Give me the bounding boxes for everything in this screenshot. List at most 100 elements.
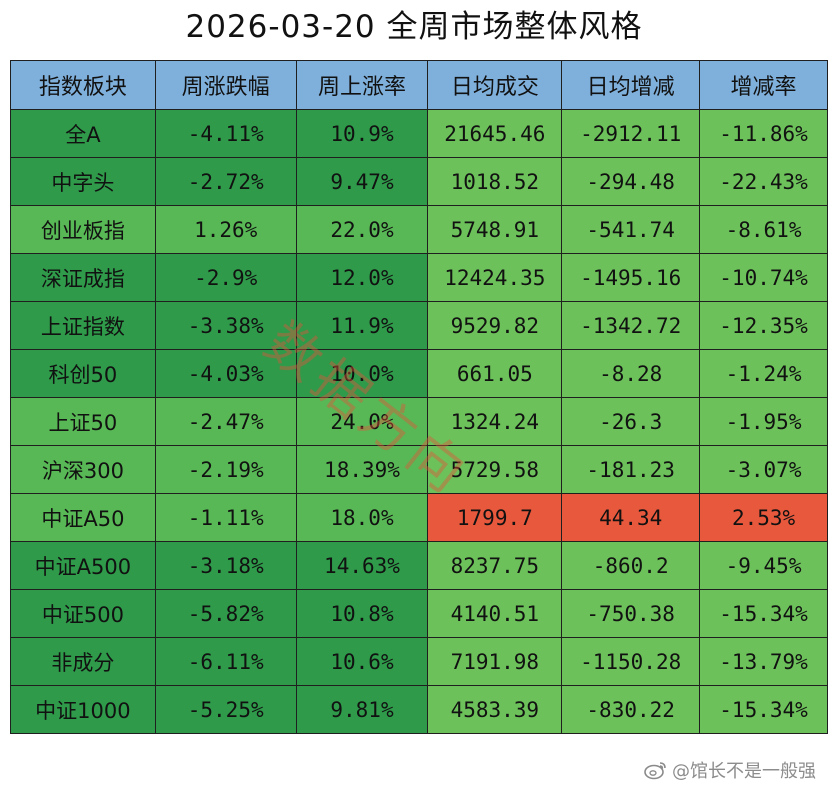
- cell-weekly-change: 1.26%: [154, 205, 297, 254]
- cell-avg-change: -1342.72: [561, 301, 701, 350]
- cell-index-name: 中证1000: [10, 685, 156, 734]
- cell-change-rate: -8.61%: [699, 205, 828, 254]
- cell-weekly-up-rate: 14.63%: [295, 541, 429, 590]
- cell-change-rate: -1.24%: [699, 349, 828, 398]
- column-header-avg-change: 日均增减: [561, 60, 701, 110]
- cell-weekly-up-rate: 10.6%: [295, 637, 429, 686]
- cell-avg-volume: 1799.7: [427, 493, 563, 542]
- cell-weekly-change: -1.11%: [154, 493, 297, 542]
- cell-weekly-change: -5.82%: [154, 589, 297, 638]
- cell-weekly-change: -4.11%: [154, 109, 297, 158]
- cell-avg-change: -1495.16: [561, 253, 701, 302]
- cell-change-rate: -13.79%: [699, 637, 828, 686]
- table-row: 中证500 -5.82% 10.8% 4140.51 -750.38 -15.34%: [10, 589, 828, 638]
- cell-weekly-change: -3.38%: [154, 301, 297, 350]
- cell-change-rate: -1.95%: [699, 397, 828, 446]
- cell-weekly-up-rate: 18.0%: [295, 493, 429, 542]
- table-row: 创业板指 1.26% 22.0% 5748.91 -541.74 -8.61%: [10, 205, 828, 254]
- cell-avg-change: -860.2: [561, 541, 701, 590]
- table-row: 全A -4.11% 10.9% 21645.46 -2912.11 -11.86%: [10, 109, 828, 158]
- column-header-weekly-change: 周涨跌幅: [154, 60, 297, 110]
- cell-avg-change: -1150.28: [561, 637, 701, 686]
- cell-avg-volume: 5748.91: [427, 205, 563, 254]
- table-row: 深证成指 -2.9% 12.0% 12424.35 -1495.16 -10.74%: [10, 253, 828, 302]
- cell-avg-change: -8.28: [561, 349, 701, 398]
- cell-avg-volume: 12424.35: [427, 253, 563, 302]
- table-row: 中证1000 -5.25% 9.81% 4583.39 -830.22 -15.34%: [10, 685, 828, 734]
- cell-avg-change: -181.23: [561, 445, 701, 494]
- column-header-avg-volume: 日均成交: [427, 60, 563, 110]
- cell-change-rate: -11.86%: [699, 109, 828, 158]
- credit-text: @馆长不是一般强: [672, 761, 816, 782]
- table-header-row: 指数板块 周涨跌幅 周上涨率 日均成交 日均增减 增减率: [10, 60, 828, 110]
- cell-avg-volume: 4140.51: [427, 589, 563, 638]
- cell-weekly-up-rate: 9.47%: [295, 157, 429, 206]
- cell-weekly-up-rate: 10.8%: [295, 589, 429, 638]
- cell-change-rate: -15.34%: [699, 589, 828, 638]
- cell-avg-change: -830.22: [561, 685, 701, 734]
- cell-change-rate: 2.53%: [699, 493, 828, 542]
- cell-avg-volume: 5729.58: [427, 445, 563, 494]
- cell-weekly-up-rate: 18.39%: [295, 445, 429, 494]
- cell-weekly-change: -3.18%: [154, 541, 297, 590]
- credit: @馆长不是一般强: [644, 757, 816, 783]
- table-row: 科创50 -4.03% 10.0% 661.05 -8.28 -1.24%: [10, 349, 828, 398]
- cell-index-name: 上证50: [10, 397, 156, 446]
- table-row: 非成分 -6.11% 10.6% 7191.98 -1150.28 -13.79%: [10, 637, 828, 686]
- cell-index-name: 非成分: [10, 637, 156, 686]
- cell-index-name: 沪深300: [10, 445, 156, 494]
- cell-avg-change: -541.74: [561, 205, 701, 254]
- cell-weekly-change: -4.03%: [154, 349, 297, 398]
- cell-avg-volume: 1324.24: [427, 397, 563, 446]
- cell-avg-volume: 4583.39: [427, 685, 563, 734]
- cell-avg-change: -26.3: [561, 397, 701, 446]
- cell-avg-change: -294.48: [561, 157, 701, 206]
- table-row: 中证A50 -1.11% 18.0% 1799.7 44.34 2.53%: [10, 493, 828, 542]
- column-header-index: 指数板块: [10, 60, 156, 110]
- cell-weekly-up-rate: 10.0%: [295, 349, 429, 398]
- cell-avg-volume: 1018.52: [427, 157, 563, 206]
- cell-index-name: 创业板指: [10, 205, 156, 254]
- cell-change-rate: -9.45%: [699, 541, 828, 590]
- column-header-weekly-up-rate: 周上涨率: [295, 60, 429, 110]
- cell-avg-change: -2912.11: [561, 109, 701, 158]
- cell-weekly-change: -2.47%: [154, 397, 297, 446]
- cell-index-name: 中证500: [10, 589, 156, 638]
- table-row: 上证指数 -3.38% 11.9% 9529.82 -1342.72 -12.35%: [10, 301, 828, 350]
- cell-change-rate: -15.34%: [699, 685, 828, 734]
- cell-avg-change: 44.34: [561, 493, 701, 542]
- cell-index-name: 科创50: [10, 349, 156, 398]
- market-style-table: 指数板块 周涨跌幅 周上涨率 日均成交 日均增减 增减率 全A -4.11% 10.…: [10, 60, 828, 734]
- cell-weekly-change: -2.19%: [154, 445, 297, 494]
- page-title: 2026-03-20 全周市场整体风格: [185, 9, 643, 45]
- cell-weekly-up-rate: 12.0%: [295, 253, 429, 302]
- cell-weekly-change: -6.11%: [154, 637, 297, 686]
- table-row: 中证A500 -3.18% 14.63% 8237.75 -860.2 -9.45%: [10, 541, 828, 590]
- cell-change-rate: -10.74%: [699, 253, 828, 302]
- cell-index-name: 中证A500: [10, 541, 156, 590]
- cell-weekly-up-rate: 9.81%: [295, 685, 429, 734]
- table-body: 全A -4.11% 10.9% 21645.46 -2912.11 -11.86% 中字头 -…: [10, 109, 828, 734]
- table-row: 中字头 -2.72% 9.47% 1018.52 -294.48 -22.43%: [10, 157, 828, 206]
- cell-avg-volume: 7191.98: [427, 637, 563, 686]
- cell-change-rate: -3.07%: [699, 445, 828, 494]
- cell-index-name: 中字头: [10, 157, 156, 206]
- cell-avg-volume: 661.05: [427, 349, 563, 398]
- cell-change-rate: -22.43%: [699, 157, 828, 206]
- cell-avg-volume: 8237.75: [427, 541, 563, 590]
- cell-index-name: 深证成指: [10, 253, 156, 302]
- cell-weekly-change: -2.72%: [154, 157, 297, 206]
- cell-index-name: 全A: [10, 109, 156, 158]
- cell-avg-change: -750.38: [561, 589, 701, 638]
- weibo-icon: [644, 760, 668, 780]
- cell-weekly-up-rate: 11.9%: [295, 301, 429, 350]
- cell-avg-volume: 21645.46: [427, 109, 563, 158]
- cell-weekly-change: -5.25%: [154, 685, 297, 734]
- table-row: 上证50 -2.47% 24.0% 1324.24 -26.3 -1.95%: [10, 397, 828, 446]
- table-row: 沪深300 -2.19% 18.39% 5729.58 -181.23 -3.07%: [10, 445, 828, 494]
- cell-weekly-up-rate: 22.0%: [295, 205, 429, 254]
- cell-index-name: 上证指数: [10, 301, 156, 350]
- cell-change-rate: -12.35%: [699, 301, 828, 350]
- cell-avg-volume: 9529.82: [427, 301, 563, 350]
